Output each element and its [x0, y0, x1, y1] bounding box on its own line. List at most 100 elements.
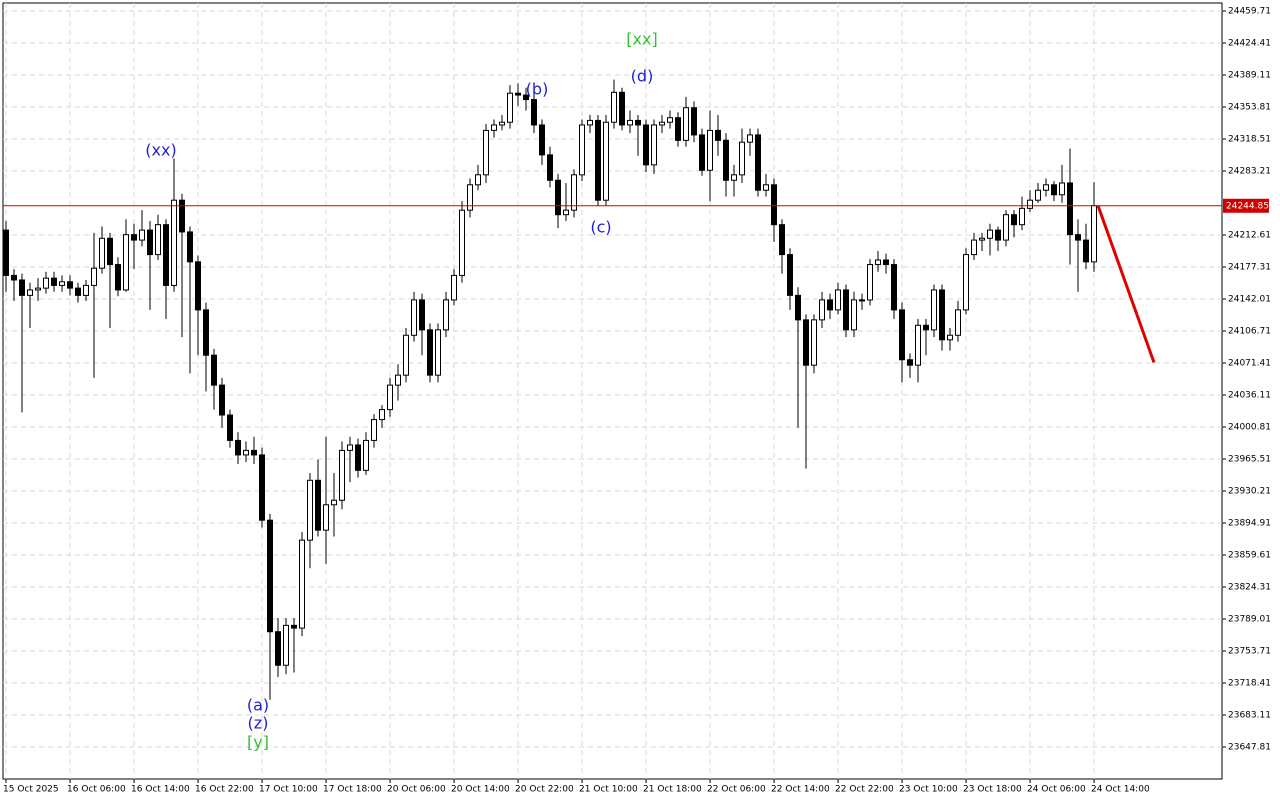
- candle-body: [723, 139, 729, 181]
- candle-body: [1003, 214, 1009, 241]
- candle-body: [771, 184, 777, 226]
- candle-body: [1043, 184, 1049, 191]
- candle-body: [899, 309, 905, 361]
- candle-body: [1019, 207, 1025, 226]
- candle-body: [523, 94, 529, 101]
- candle-body: [411, 299, 417, 336]
- candle-body: [947, 334, 953, 341]
- candle-body: [787, 254, 793, 296]
- candle-body: [299, 539, 305, 629]
- candle-body: [891, 264, 897, 311]
- candle-body: [699, 134, 705, 171]
- candle-body: [499, 121, 505, 126]
- x-tick-label: 17 Oct 18:00: [323, 785, 382, 795]
- candle-body: [403, 334, 409, 376]
- x-tick-label: 20 Oct 14:00: [451, 785, 510, 795]
- y-tick-label: 23824.31: [1228, 582, 1271, 592]
- candle-body: [739, 141, 745, 176]
- candle-body: [715, 129, 721, 141]
- candle-body: [595, 119, 601, 201]
- candle-body: [795, 294, 801, 321]
- y-tick-label: 24000.81: [1228, 422, 1271, 432]
- candle-body: [971, 239, 977, 256]
- candle-body: [939, 289, 945, 341]
- candle-body: [587, 119, 593, 126]
- x-tick-label: 15 Oct 2025: [3, 785, 59, 795]
- candle-body: [907, 359, 913, 366]
- candle-body: [379, 409, 385, 421]
- candle-body: [99, 237, 105, 269]
- y-tick-label: 24142.01: [1228, 294, 1271, 304]
- candle-body: [1051, 184, 1057, 196]
- y-tick-label: 24353.81: [1228, 102, 1271, 112]
- y-tick-label: 23930.21: [1228, 486, 1271, 496]
- candle-body: [851, 299, 857, 331]
- candle-body: [83, 284, 89, 296]
- candle-body: [883, 259, 889, 266]
- candle-body: [763, 184, 769, 191]
- candle-body: [131, 234, 137, 241]
- y-tick-label: 24318.51: [1228, 134, 1271, 144]
- candle-body: [963, 254, 969, 311]
- candle-body: [811, 319, 817, 366]
- candle-body: [267, 519, 273, 633]
- wave-label: (a): [247, 696, 269, 715]
- candle-body: [691, 107, 697, 136]
- candle-body: [11, 274, 17, 281]
- wave-label: (xx): [145, 141, 176, 160]
- x-tick-label: 24 Oct 06:00: [1027, 785, 1086, 795]
- x-tick-label: 23 Oct 18:00: [963, 785, 1022, 795]
- y-tick-label: 24389.11: [1228, 70, 1271, 80]
- x-tick-label: 20 Oct 22:00: [515, 785, 574, 795]
- candle-body: [459, 209, 465, 276]
- candle-body: [1027, 199, 1033, 209]
- candle-body: [355, 444, 361, 471]
- x-tick-label: 16 Oct 06:00: [67, 785, 126, 795]
- candle-body: [979, 237, 985, 241]
- y-tick-label: 23789.01: [1228, 614, 1271, 624]
- candle-body: [251, 449, 257, 456]
- candle-body: [259, 454, 265, 521]
- forecast-line: [1096, 205, 1156, 363]
- x-tick-label: 16 Oct 14:00: [131, 785, 190, 795]
- candle-body: [491, 124, 497, 131]
- candle-body: [107, 237, 113, 266]
- candle-body: [219, 384, 225, 416]
- candle-body: [1035, 189, 1041, 201]
- candle-body: [651, 124, 657, 166]
- wave-label: (z): [248, 714, 269, 733]
- candle-body: [347, 444, 353, 451]
- candle-body: [603, 121, 609, 201]
- candle-body: [923, 324, 929, 331]
- candle-body: [283, 624, 289, 666]
- candle-body: [19, 279, 25, 296]
- candle-body: [419, 299, 425, 331]
- current-price-box: [1223, 198, 1269, 213]
- candle-body: [643, 124, 649, 166]
- candle-body: [835, 289, 841, 311]
- candle-body: [43, 277, 49, 289]
- x-tick-label: 22 Oct 06:00: [707, 785, 766, 795]
- candle-body: [179, 199, 185, 233]
- y-tick-label: 24459.71: [1228, 6, 1271, 16]
- candle-body: [451, 274, 457, 301]
- candle-body: [203, 309, 209, 356]
- candle-body: [139, 229, 145, 241]
- candle-body: [323, 504, 329, 531]
- candle-body: [987, 229, 993, 239]
- candle-body: [995, 229, 1001, 241]
- wave-label: (b): [526, 80, 549, 99]
- y-tick-label: 23753.71: [1228, 646, 1271, 656]
- y-tick-label: 23894.91: [1228, 518, 1271, 528]
- candle-body: [331, 499, 337, 506]
- candle-body: [35, 287, 41, 291]
- y-tick-label: 23718.41: [1228, 678, 1271, 688]
- candle-body: [67, 281, 73, 289]
- x-tick-label: 16 Oct 22:00: [195, 785, 254, 795]
- y-tick-label: 24424.41: [1228, 38, 1271, 48]
- candle-body: [827, 299, 833, 311]
- candle-body: [659, 121, 665, 126]
- candle-body: [675, 117, 681, 141]
